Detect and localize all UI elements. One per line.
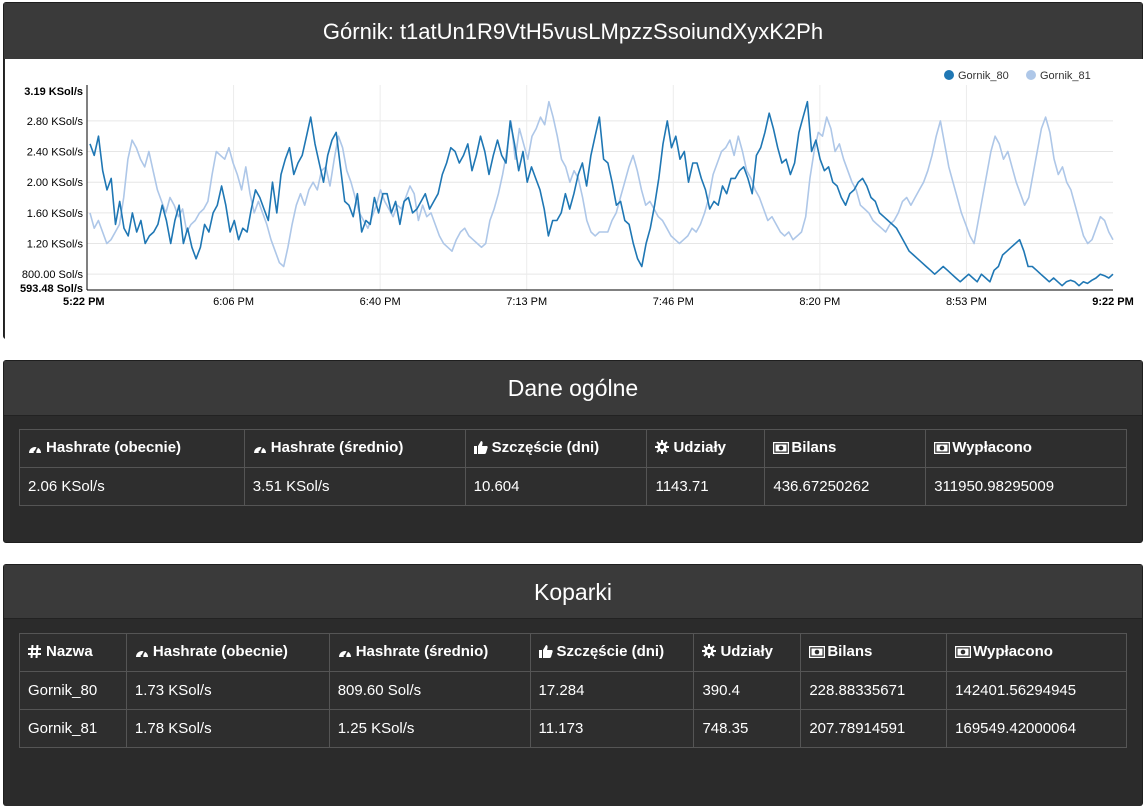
y-tick-label: 2.00 KSol/s <box>27 177 84 189</box>
gear-icon <box>702 644 717 662</box>
column-header: Szczęście (dni) <box>529 633 695 672</box>
column-header: Hashrate (średnio) <box>243 429 466 468</box>
table-cell: 311950.98295009 <box>925 467 1127 506</box>
table-cell: 748.35 <box>693 709 802 748</box>
legend-marker <box>944 70 954 80</box>
column-header: Wypłacono <box>925 429 1127 468</box>
thumbs-up-icon <box>538 645 553 662</box>
column-header: Bilans <box>764 429 927 468</box>
table-cell: 1.25 KSol/s <box>328 709 531 748</box>
table-cell: 169549.42000064 <box>946 709 1127 748</box>
general-data-table: Hashrate (obecnie) Hashrate (średnio) Szcz… <box>19 429 1127 506</box>
column-header: Nazwa <box>19 633 127 672</box>
general-data-title: Dane ogólne <box>4 361 1142 416</box>
column-header: Hashrate (obecnie) <box>125 633 330 672</box>
table-cell: 17.284 <box>529 671 695 710</box>
dashboard-icon <box>28 441 42 458</box>
column-header-label: Nazwa <box>46 643 93 660</box>
x-tick-label: 8:20 PM <box>799 296 840 308</box>
table-cell: 11.173 <box>529 709 695 748</box>
general-header-row: Hashrate (obecnie) Hashrate (średnio) Szcz… <box>19 429 1127 468</box>
table-cell: 1.78 KSol/s <box>125 709 330 748</box>
x-tick-label: 8:53 PM <box>946 296 987 308</box>
column-header: Udziały <box>693 633 802 672</box>
column-header-label: Hashrate (obecnie) <box>152 643 288 660</box>
dashboard-icon <box>253 441 267 458</box>
workers-title: Koparki <box>4 565 1142 619</box>
column-header: Udziały <box>646 429 766 468</box>
workers-panel: Koparki Nazwa Hashrate (obecnie) Hashrate … <box>3 564 1143 806</box>
column-header-label: Hashrate (średnio) <box>355 643 489 660</box>
thumbs-up-icon <box>473 441 488 458</box>
x-tick-label: 7:13 PM <box>506 296 547 308</box>
general-data-row: 2.06 KSol/s 3.51 KSol/s 10.604 1143.71 436.6… <box>19 467 1127 506</box>
workers-header-row: Nazwa Hashrate (obecnie) Hashrate (średnio… <box>19 633 1127 672</box>
table-cell: 809.60 Sol/s <box>328 671 531 710</box>
table-cell: Gornik_81 <box>19 709 127 748</box>
table-cell: Gornik_80 <box>19 671 127 710</box>
miner-title: Górnik: t1atUn1R9VtH5vusLMpzzSsoiundXyxK… <box>4 3 1142 60</box>
general-data-panel: Dane ogólne Hashrate (obecnie) Hashrate (… <box>3 360 1143 543</box>
column-header-label: Hashrate (obecnie) <box>46 439 182 456</box>
table-cell: 228.88335671 <box>800 671 948 710</box>
column-header-label: Udziały <box>720 643 773 660</box>
column-header-label: Udziały <box>673 439 726 456</box>
worker-row[interactable]: Gornik_80 1.73 KSol/s 809.60 Sol/s 17.284 39… <box>19 671 1127 710</box>
table-cell: 142401.56294945 <box>946 671 1127 710</box>
table-cell: 3.51 KSol/s <box>243 467 466 506</box>
y-tick-label: 2.40 KSol/s <box>27 147 84 159</box>
table-cell: 436.67250262 <box>764 467 927 506</box>
legend-marker <box>1026 70 1036 80</box>
table-cell: 1.73 KSol/s <box>125 671 330 710</box>
y-tick-label: 1.20 KSol/s <box>27 239 84 251</box>
column-header-label: Bilans <box>827 643 873 660</box>
column-header: Bilans <box>800 633 948 672</box>
table-cell: 390.4 <box>693 671 802 710</box>
y-tick-label: 3.19 KSol/s <box>24 86 83 98</box>
column-header: Szczęście (dni) <box>464 429 648 468</box>
y-tick-label: 1.60 KSol/s <box>27 208 84 220</box>
column-header: Hashrate (obecnie) <box>19 429 245 468</box>
column-header: Hashrate (średnio) <box>328 633 531 672</box>
column-header-label: Wypłacono <box>973 643 1053 660</box>
miner-chart-panel: Górnik: t1atUn1R9VtH5vusLMpzzSsoiundXyxK… <box>3 2 1143 339</box>
money-icon <box>954 645 972 662</box>
table-cell: 2.06 KSol/s <box>19 467 245 506</box>
y-tick-label: 800.00 Sol/s <box>22 269 84 281</box>
x-tick-label: 5:22 PM <box>63 296 105 308</box>
column-header-label: Bilans <box>791 439 837 456</box>
series-line-gornik-81 <box>89 100 1114 268</box>
dashboard-icon <box>338 645 352 662</box>
column-header: Wypłacono <box>946 633 1127 672</box>
money-icon <box>773 441 790 458</box>
column-header-label: Szczęście (dni) <box>491 439 600 456</box>
x-tick-label: 7:46 PM <box>653 296 694 308</box>
legend-label: Gornik_80 <box>958 70 1009 82</box>
column-header-label: Wypłacono <box>952 439 1032 456</box>
y-tick-label: 2.80 KSol/s <box>27 116 84 128</box>
y-tick-label: 593.48 Sol/s <box>20 283 83 295</box>
legend-label: Gornik_81 <box>1040 70 1091 82</box>
hashrate-chart: 3.19 KSol/s 2.80 KSol/s 2.40 KSol/s 2.00 KS… <box>20 70 1134 308</box>
money-icon <box>933 441 951 458</box>
gear-icon <box>655 440 670 458</box>
x-tick-label: 9:22 PM <box>1092 296 1134 308</box>
hashrate-chart-container: 3.19 KSol/s 2.80 KSol/s 2.40 KSol/s 2.00 KS… <box>5 59 1143 339</box>
worker-row[interactable]: Gornik_81 1.78 KSol/s 1.25 KSol/s 11.173 748… <box>19 709 1127 748</box>
column-header-label: Szczęście (dni) <box>556 643 665 660</box>
workers-table: Nazwa Hashrate (obecnie) Hashrate (średnio… <box>19 633 1127 748</box>
x-tick-label: 6:06 PM <box>213 296 254 308</box>
money-icon <box>809 645 826 662</box>
dashboard-icon <box>135 645 149 662</box>
table-cell: 1143.71 <box>646 467 766 506</box>
x-tick-label: 6:40 PM <box>360 296 401 308</box>
table-cell: 10.604 <box>464 467 648 506</box>
column-header-label: Hashrate (średnio) <box>270 439 404 456</box>
hash-icon <box>28 644 42 662</box>
table-cell: 207.78914591 <box>800 709 948 748</box>
series-line-gornik-80 <box>89 100 1114 287</box>
